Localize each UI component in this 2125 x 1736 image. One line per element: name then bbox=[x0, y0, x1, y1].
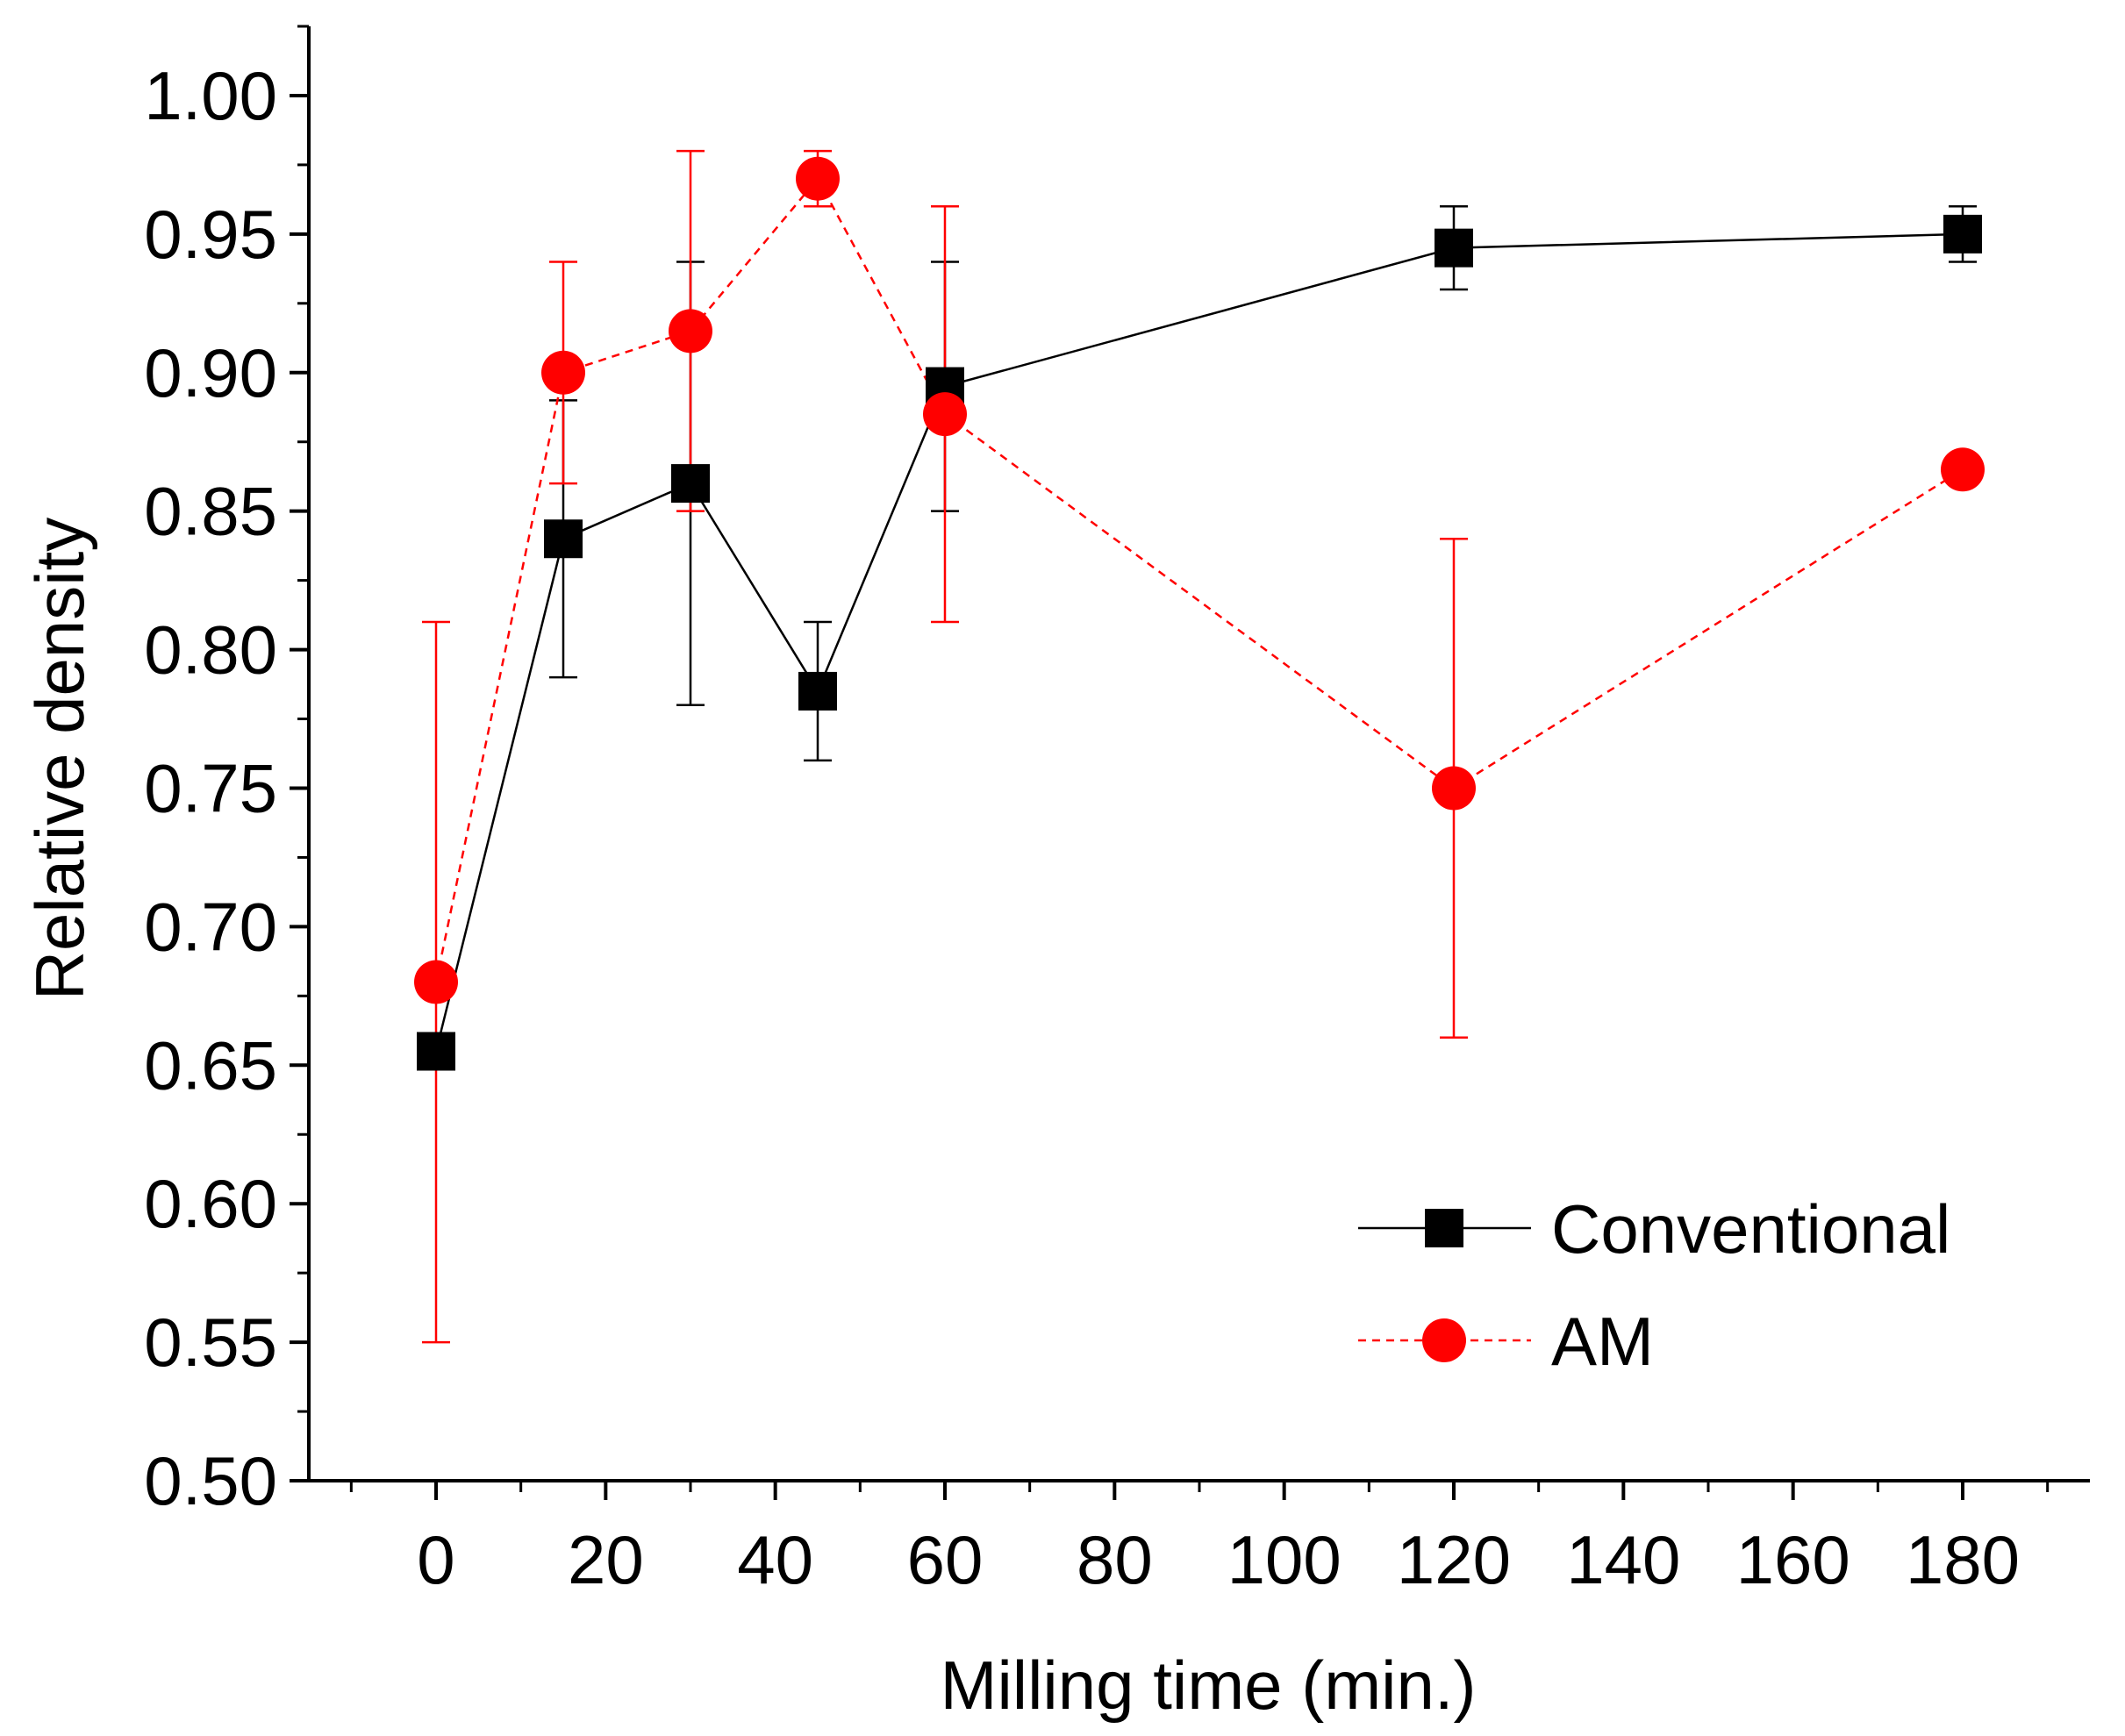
x-tick-label: 180 bbox=[1906, 1521, 2020, 1598]
x-tick-label: 100 bbox=[1227, 1521, 1342, 1598]
x-tick-label: 140 bbox=[1566, 1521, 1680, 1598]
data-point-am bbox=[669, 309, 712, 354]
x-tick-label: 60 bbox=[907, 1521, 984, 1598]
y-tick-label: 0.80 bbox=[144, 611, 277, 689]
legend-label-am: AM bbox=[1551, 1303, 1654, 1380]
error-bars bbox=[422, 149, 1977, 1344]
data-point-am bbox=[1941, 447, 1985, 492]
ticks: 0.50 0.55 0.60 0.65 0.70 0.75 0.80 0.85 0.90 0.95… bbox=[144, 25, 2050, 1598]
y-tick-label: 1.00 bbox=[144, 57, 277, 134]
data-point-am bbox=[414, 960, 458, 1004]
series-line-conventional bbox=[434, 232, 1964, 1052]
y-tick-label: 0.55 bbox=[144, 1304, 277, 1381]
y-tick-label: 0.60 bbox=[144, 1165, 277, 1242]
series-markers bbox=[414, 156, 1985, 1071]
data-point-am bbox=[541, 350, 585, 395]
y-tick-label: 0.75 bbox=[144, 749, 277, 826]
data-point-am bbox=[923, 392, 967, 437]
x-axis-title: Milling time (min.) bbox=[940, 1647, 1476, 1724]
legend-label-conventional: Conventional bbox=[1551, 1190, 1950, 1268]
y-tick-label: 0.70 bbox=[144, 888, 277, 965]
legend-marker-am bbox=[1422, 1318, 1466, 1362]
data-point-conventional bbox=[1435, 228, 1473, 268]
x-tick-label: 20 bbox=[568, 1521, 644, 1598]
x-tick-label: 0 bbox=[417, 1521, 454, 1598]
data-point-conventional bbox=[798, 671, 837, 711]
x-tick-label: 40 bbox=[737, 1521, 813, 1598]
data-point-conventional bbox=[417, 1032, 455, 1071]
legend-marker-conventional bbox=[1425, 1209, 1463, 1247]
data-point-conventional bbox=[544, 519, 583, 559]
y-axis-title: Relative density bbox=[21, 518, 98, 1001]
series-line-am bbox=[434, 176, 1964, 982]
x-tick-label: 120 bbox=[1397, 1521, 1511, 1598]
series-lines bbox=[434, 176, 1964, 1052]
x-tick-label: 160 bbox=[1736, 1521, 1850, 1598]
y-tick-label: 0.95 bbox=[144, 196, 277, 273]
y-tick-label: 0.90 bbox=[144, 334, 277, 411]
legend: Conventional AM bbox=[1358, 1190, 1950, 1380]
y-tick-label: 0.65 bbox=[144, 1026, 277, 1104]
data-point-conventional bbox=[671, 464, 710, 504]
data-point-conventional bbox=[1943, 214, 1982, 254]
x-tick-label: 80 bbox=[1077, 1521, 1153, 1598]
y-tick-label: 0.85 bbox=[144, 473, 277, 550]
y-tick-label: 0.50 bbox=[144, 1442, 277, 1519]
data-point-am bbox=[1432, 766, 1476, 811]
data-point-am bbox=[796, 156, 840, 201]
